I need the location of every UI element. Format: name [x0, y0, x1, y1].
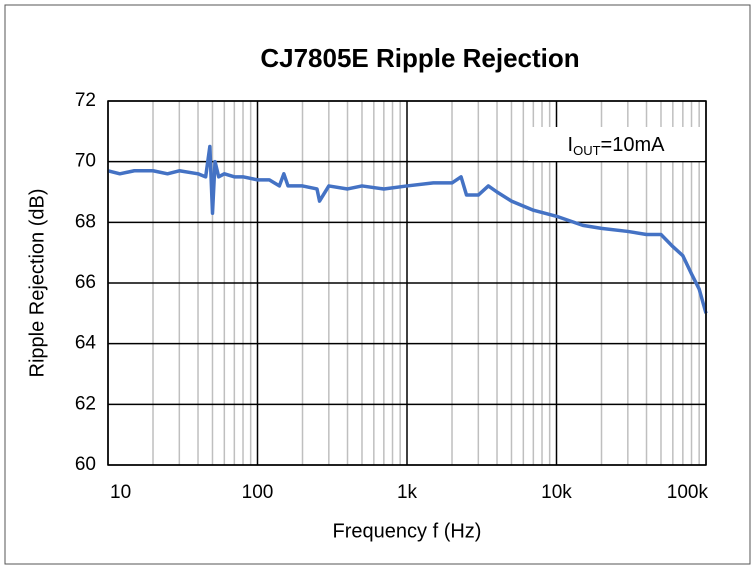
- annotation-part: =10mA: [601, 134, 666, 156]
- y-axis-title: Ripple Rejection (dB): [26, 189, 48, 378]
- annotation-box: [528, 127, 704, 161]
- x-tick-label: 1k: [397, 482, 418, 503]
- data-line: [107, 144, 708, 314]
- y-tick-label: 68: [75, 211, 96, 232]
- y-tick-label: 70: [75, 151, 96, 172]
- annotation-part: OUT: [573, 143, 601, 158]
- y-tick-label: 72: [75, 90, 96, 111]
- x-tick-label: 10k: [541, 482, 572, 503]
- x-tick-label: 100: [242, 482, 274, 503]
- plot-border: [107, 100, 707, 466]
- y-tick-label: 66: [75, 272, 96, 293]
- x-tick-label: 10: [110, 482, 131, 503]
- y-tick-label: 60: [75, 454, 96, 475]
- y-tick-label: 64: [75, 333, 97, 354]
- y-tick-label: 62: [75, 393, 96, 414]
- annotation-part: I: [568, 134, 574, 156]
- x-tick-label: 100k: [667, 482, 709, 503]
- x-axis-title: Frequency f (Hz): [333, 520, 482, 542]
- chart-border: [4, 4, 751, 565]
- chart-title: CJ7805E Ripple Rejection: [260, 43, 579, 73]
- annotation: IOUT=10mA: [568, 134, 666, 158]
